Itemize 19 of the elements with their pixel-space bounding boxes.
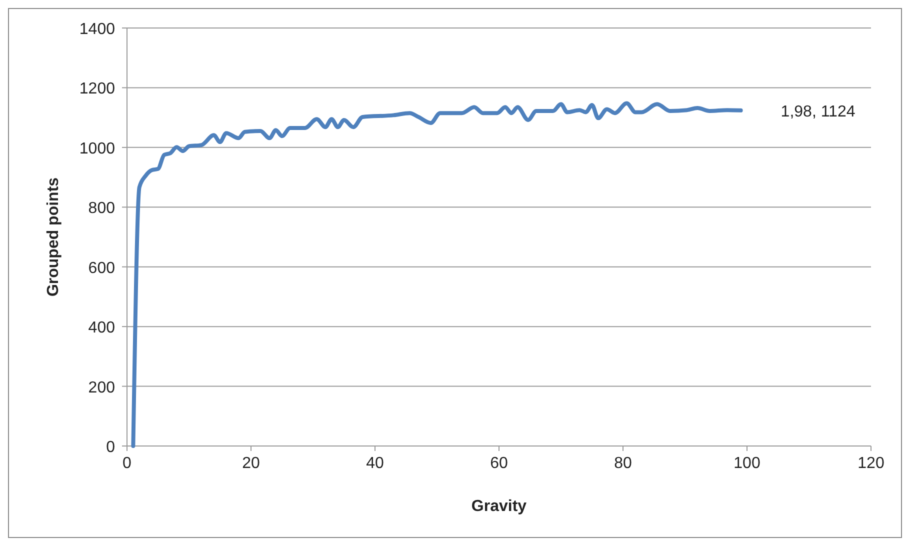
- y-axis-title: Grouped points: [45, 177, 62, 297]
- y-tick-label: 1200: [79, 80, 116, 98]
- x-tick-label: 60: [490, 455, 508, 472]
- x-tick-label: 100: [734, 455, 760, 472]
- x-tick-label: 120: [858, 455, 884, 472]
- y-tick-label: 600: [88, 260, 116, 277]
- y-tick-label: 1000: [79, 140, 116, 158]
- y-tick-label: 1400: [79, 21, 116, 38]
- x-tick-label: 40: [366, 455, 384, 472]
- y-tick-label: 0: [106, 439, 116, 456]
- x-tick-label: 0: [122, 455, 132, 472]
- annotation: 1,98, 1124: [780, 103, 856, 120]
- y-tick-label: 800: [88, 200, 116, 218]
- y-tick-label: 200: [88, 379, 116, 396]
- x-tick-label: 20: [242, 455, 260, 472]
- line-series: [131, 101, 743, 448]
- y-tick-label: 400: [88, 320, 116, 337]
- x-axis-title: Gravity: [471, 498, 527, 515]
- x-tick-label: 80: [614, 455, 632, 472]
